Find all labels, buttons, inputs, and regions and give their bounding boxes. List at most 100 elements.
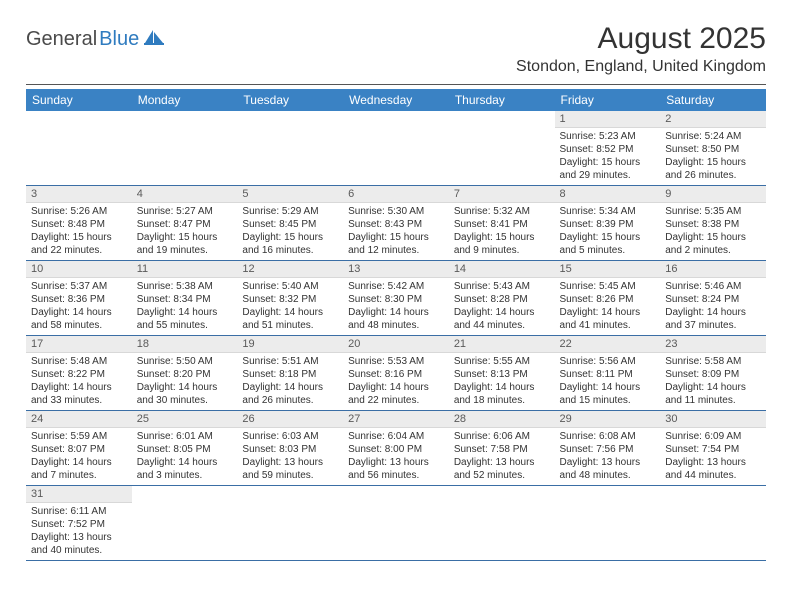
sunrise-text: Sunrise: 5:42 AM: [348, 280, 444, 293]
day-data: Sunrise: 6:06 AMSunset: 7:58 PMDaylight:…: [449, 428, 555, 485]
sunset-text: Sunset: 8:00 PM: [348, 443, 444, 456]
logo-text-general: General: [26, 28, 97, 51]
daylight-text: Daylight: 14 hours and 33 minutes.: [31, 381, 127, 407]
day-data: Sunrise: 5:32 AMSunset: 8:41 PMDaylight:…: [449, 203, 555, 260]
calendar-cell: [449, 111, 555, 186]
calendar-cell: 16 Sunrise: 5:46 AMSunset: 8:24 PMDayligh…: [660, 261, 766, 336]
calendar-cell: [660, 486, 766, 561]
daylight-text: Daylight: 15 hours and 22 minutes.: [31, 231, 127, 257]
day-data: Sunrise: 5:26 AMSunset: 8:48 PMDaylight:…: [26, 203, 132, 260]
header: GeneralBlue August 2025 Stondon, England…: [26, 22, 766, 76]
sunset-text: Sunset: 7:56 PM: [560, 443, 656, 456]
sunset-text: Sunset: 8:34 PM: [137, 293, 233, 306]
sunrise-text: Sunrise: 5:59 AM: [31, 430, 127, 443]
sunrise-text: Sunrise: 5:58 AM: [665, 355, 761, 368]
sunset-text: Sunset: 8:20 PM: [137, 368, 233, 381]
calendar-cell: 15Sunrise: 5:45 AMSunset: 8:26 PMDayligh…: [555, 261, 661, 336]
day-number: 3: [26, 186, 132, 203]
calendar-cell: [26, 111, 132, 186]
day-number: 14: [449, 261, 555, 278]
weekday-header: Friday: [555, 89, 661, 111]
day-number: 11: [132, 261, 238, 278]
calendar-cell: 1Sunrise: 5:23 AMSunset: 8:52 PMDaylight…: [555, 111, 661, 186]
sunset-text: Sunset: 8:45 PM: [242, 218, 338, 231]
sunset-text: Sunset: 8:50 PM: [665, 143, 761, 156]
daylight-text: Daylight: 13 hours and 48 minutes.: [560, 456, 656, 482]
day-data: Sunrise: 5:55 AMSunset: 8:13 PMDaylight:…: [449, 353, 555, 410]
sunrise-text: Sunrise: 5:34 AM: [560, 205, 656, 218]
calendar-page: GeneralBlue August 2025 Stondon, England…: [0, 0, 792, 583]
day-number: 28: [449, 411, 555, 428]
day-number: 23: [660, 336, 766, 353]
sunrise-text: Sunrise: 5:35 AM: [665, 205, 761, 218]
calendar-row: 31Sunrise: 6:11 AMSunset: 7:52 PMDayligh…: [26, 486, 766, 561]
daylight-text: Daylight: 13 hours and 52 minutes.: [454, 456, 550, 482]
calendar-row: 3Sunrise: 5:26 AMSunset: 8:48 PMDaylight…: [26, 186, 766, 261]
calendar-cell: 19Sunrise: 5:51 AMSunset: 8:18 PMDayligh…: [237, 336, 343, 411]
calendar-cell: 8Sunrise: 5:34 AMSunset: 8:39 PMDaylight…: [555, 186, 661, 261]
daylight-text: Daylight: 14 hours and 15 minutes.: [560, 381, 656, 407]
sunrise-text: Sunrise: 5:46 AM: [665, 280, 761, 293]
day-number: 30: [660, 411, 766, 428]
day-number: 2: [660, 111, 766, 128]
sunrise-text: Sunrise: 5:51 AM: [242, 355, 338, 368]
day-number: 1: [555, 111, 661, 128]
sunrise-text: Sunrise: 6:11 AM: [31, 505, 127, 518]
calendar-cell: 17Sunrise: 5:48 AMSunset: 8:22 PMDayligh…: [26, 336, 132, 411]
sunrise-text: Sunrise: 6:08 AM: [560, 430, 656, 443]
calendar-row: 1Sunrise: 5:23 AMSunset: 8:52 PMDaylight…: [26, 111, 766, 186]
sunset-text: Sunset: 8:47 PM: [137, 218, 233, 231]
calendar-cell: 18Sunrise: 5:50 AMSunset: 8:20 PMDayligh…: [132, 336, 238, 411]
day-number: 4: [132, 186, 238, 203]
calendar-cell: 22Sunrise: 5:56 AMSunset: 8:11 PMDayligh…: [555, 336, 661, 411]
calendar-cell: 21Sunrise: 5:55 AMSunset: 8:13 PMDayligh…: [449, 336, 555, 411]
day-number: 22: [555, 336, 661, 353]
day-number: 15: [555, 261, 661, 278]
calendar-cell: 4Sunrise: 5:27 AMSunset: 8:47 PMDaylight…: [132, 186, 238, 261]
day-data: Sunrise: 5:27 AMSunset: 8:47 PMDaylight:…: [132, 203, 238, 260]
calendar-cell: [132, 111, 238, 186]
day-number: 27: [343, 411, 449, 428]
day-number: 19: [237, 336, 343, 353]
sunrise-text: Sunrise: 5:29 AM: [242, 205, 338, 218]
sunrise-text: Sunrise: 5:53 AM: [348, 355, 444, 368]
weekday-header: Monday: [132, 89, 238, 111]
month-title: August 2025: [516, 22, 766, 56]
calendar-cell: [237, 486, 343, 561]
location: Stondon, England, United Kingdom: [516, 58, 766, 76]
day-data: Sunrise: 6:09 AMSunset: 7:54 PMDaylight:…: [660, 428, 766, 485]
daylight-text: Daylight: 14 hours and 44 minutes.: [454, 306, 550, 332]
day-number: 10: [26, 261, 132, 278]
sunset-text: Sunset: 8:13 PM: [454, 368, 550, 381]
sunrise-text: Sunrise: 5:30 AM: [348, 205, 444, 218]
calendar-cell: 29Sunrise: 6:08 AMSunset: 7:56 PMDayligh…: [555, 411, 661, 486]
day-number: 25: [132, 411, 238, 428]
sunset-text: Sunset: 8:28 PM: [454, 293, 550, 306]
day-number: 20: [343, 336, 449, 353]
sunrise-text: Sunrise: 5:56 AM: [560, 355, 656, 368]
calendar-cell: 10Sunrise: 5:37 AMSunset: 8:36 PMDayligh…: [26, 261, 132, 336]
daylight-text: Daylight: 14 hours and 22 minutes.: [348, 381, 444, 407]
daylight-text: Daylight: 13 hours and 56 minutes.: [348, 456, 444, 482]
day-data: Sunrise: 5:23 AMSunset: 8:52 PMDaylight:…: [555, 128, 661, 185]
daylight-text: Daylight: 14 hours and 48 minutes.: [348, 306, 444, 332]
day-data: Sunrise: 5:30 AMSunset: 8:43 PMDaylight:…: [343, 203, 449, 260]
daylight-text: Daylight: 15 hours and 26 minutes.: [665, 156, 761, 182]
weekday-header: Thursday: [449, 89, 555, 111]
sunset-text: Sunset: 8:43 PM: [348, 218, 444, 231]
calendar-cell: 11Sunrise: 5:38 AMSunset: 8:34 PMDayligh…: [132, 261, 238, 336]
sunset-text: Sunset: 8:16 PM: [348, 368, 444, 381]
daylight-text: Daylight: 14 hours and 58 minutes.: [31, 306, 127, 332]
sunset-text: Sunset: 8:24 PM: [665, 293, 761, 306]
daylight-text: Daylight: 14 hours and 37 minutes.: [665, 306, 761, 332]
sail-icon: [143, 28, 165, 51]
calendar-cell: 31Sunrise: 6:11 AMSunset: 7:52 PMDayligh…: [26, 486, 132, 561]
sunrise-text: Sunrise: 5:27 AM: [137, 205, 233, 218]
day-data: Sunrise: 5:38 AMSunset: 8:34 PMDaylight:…: [132, 278, 238, 335]
day-number: 16: [660, 261, 766, 278]
sunset-text: Sunset: 8:22 PM: [31, 368, 127, 381]
day-number: 18: [132, 336, 238, 353]
daylight-text: Daylight: 14 hours and 51 minutes.: [242, 306, 338, 332]
day-data: Sunrise: 5:58 AMSunset: 8:09 PMDaylight:…: [660, 353, 766, 410]
calendar-cell: 27Sunrise: 6:04 AMSunset: 8:00 PMDayligh…: [343, 411, 449, 486]
